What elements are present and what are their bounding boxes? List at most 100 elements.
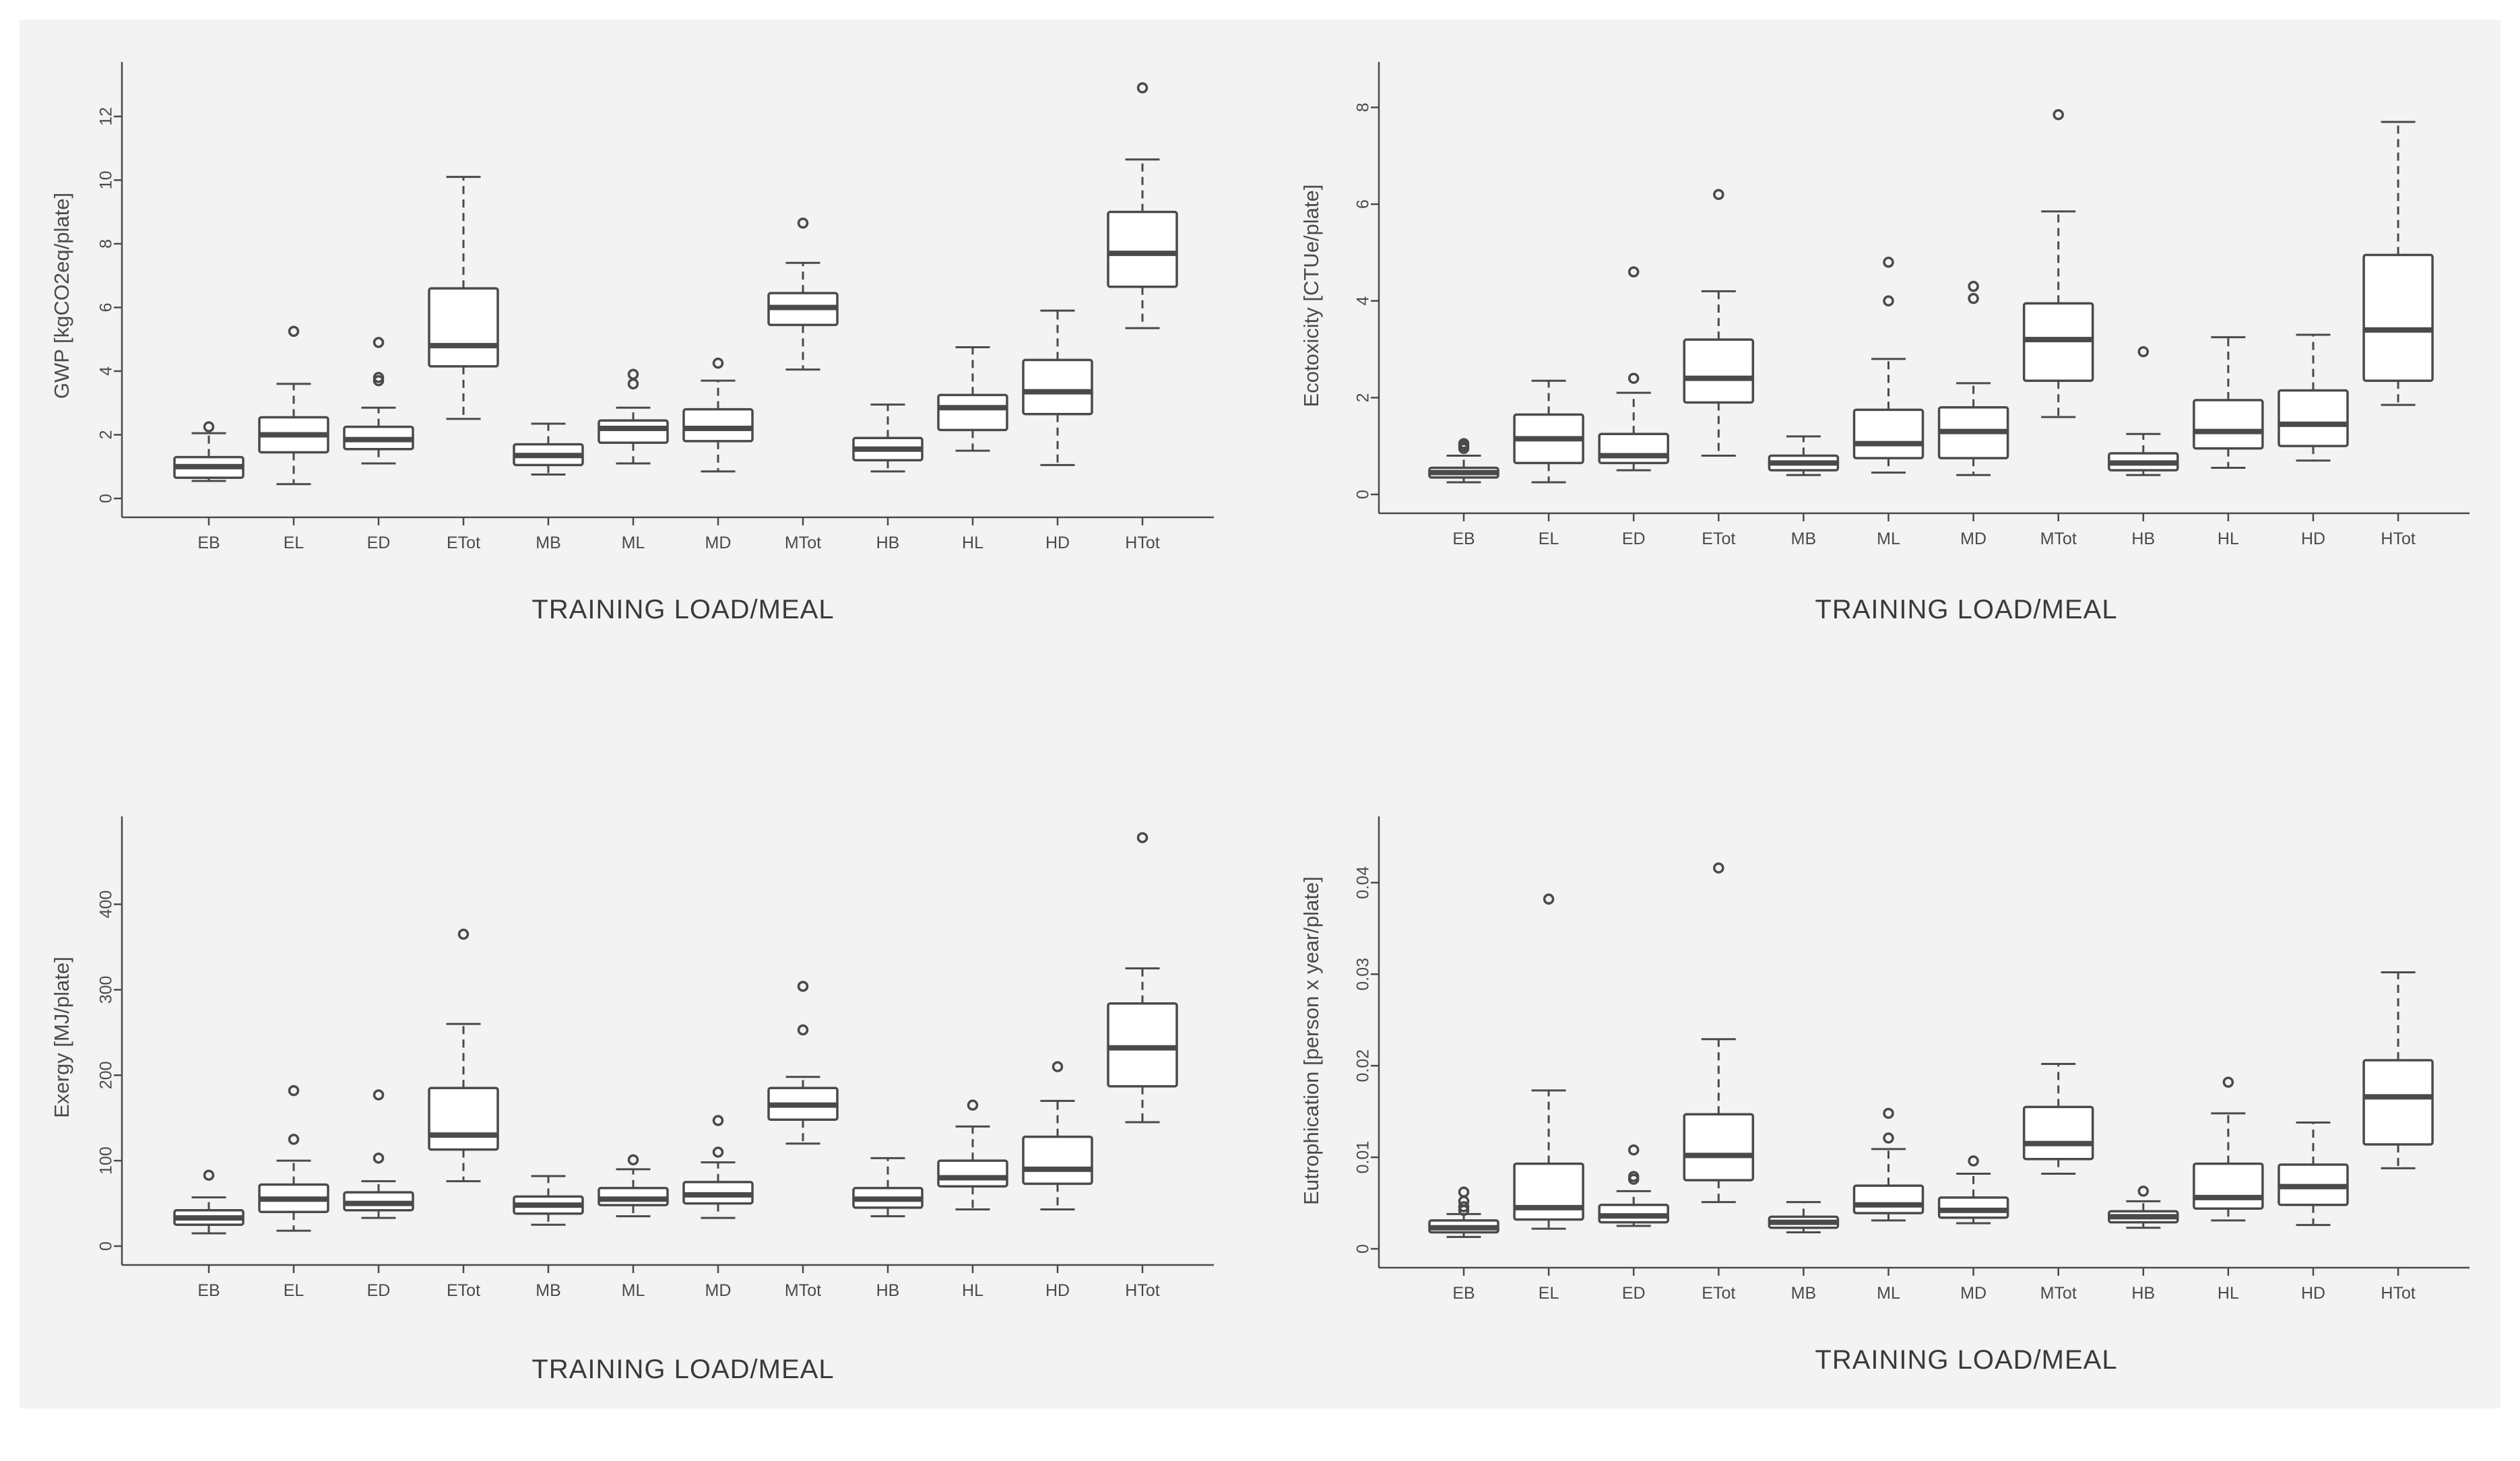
- iqr-box: [937, 1159, 1008, 1188]
- outlier-point: [288, 1134, 300, 1145]
- y-tick-label: 0.02: [1354, 1049, 1373, 1082]
- box-ETot: ETot: [1683, 189, 1755, 548]
- iqr-box: [2193, 399, 2264, 450]
- x-tick-label: HL: [2218, 529, 2239, 548]
- box-HL: HL: [937, 346, 1008, 552]
- x-tick-label: EB: [197, 533, 220, 552]
- x-tick-label: EB: [1452, 1284, 1475, 1303]
- outlier-point: [1543, 893, 1555, 905]
- box-HB: HB: [852, 1157, 924, 1300]
- y-tick-label: 12: [97, 107, 116, 126]
- outlier-point: [373, 337, 385, 348]
- y-tick-label: 0.03: [1354, 958, 1373, 991]
- iqr-box: [937, 393, 1008, 432]
- box-HD: HD: [1022, 309, 1093, 552]
- outlier-point: [1883, 1132, 1894, 1144]
- box-MB: MB: [513, 1175, 584, 1300]
- outlier-point: [1136, 832, 1149, 843]
- iqr-box: [1107, 1002, 1178, 1088]
- x-tick-label: ML: [1877, 529, 1900, 548]
- outlier-point: [1627, 372, 1640, 384]
- iqr-box: [2362, 253, 2434, 382]
- y-tick-label: 0.01: [1354, 1141, 1373, 1174]
- box-ML: ML: [597, 1154, 669, 1300]
- x-tick-label: ML: [622, 533, 645, 552]
- box-EL: EL: [1513, 893, 1584, 1303]
- box-MD: MD: [682, 357, 754, 552]
- x-tick-label: HTot: [2381, 1284, 2415, 1303]
- boxplot-ecotoxicity: 0 2 4 6 8 EB EL ED ETot MB ML MD MTot HB HL HD HTot: [1354, 62, 2470, 548]
- outlier-point: [712, 1146, 724, 1158]
- y-tick-label: 4: [1354, 296, 1373, 306]
- x-tick-label: MB: [1791, 529, 1817, 548]
- x-tick-label: MTot: [785, 533, 821, 552]
- iqr-box: [1683, 338, 1755, 404]
- x-tick-label: ED: [1622, 529, 1646, 548]
- box-HTot: HTot: [2362, 121, 2434, 548]
- x-tick-label: HD: [1045, 1281, 1070, 1300]
- x-tick-label: MB: [1791, 1284, 1817, 1303]
- outlier-point: [1627, 266, 1640, 278]
- figure-canvas: GWP [kgCO2eq/plate] 0 2 4 6 8 10 12 EB EL ED ETot M…: [20, 20, 2500, 1408]
- iqr-box: [1852, 1184, 1925, 1214]
- x-tick-label: MTot: [2040, 1284, 2077, 1303]
- box-ED: ED: [343, 1089, 414, 1300]
- x-tick-label: MD: [705, 533, 732, 552]
- x-tick-label: ETot: [447, 533, 480, 552]
- box-HB: HB: [2108, 346, 2179, 548]
- y-tick-label: 4: [97, 366, 116, 376]
- x-tick-label: HD: [1045, 533, 1070, 552]
- outlier-point: [203, 421, 215, 432]
- box-HB: HB: [2108, 1186, 2179, 1303]
- boxplot-exergy: 0 100 200 300 400 EB EL ED ETot MB ML MD MTot HB HL HD H…: [97, 816, 1214, 1300]
- outlier-point: [288, 325, 300, 337]
- iqr-box: [1022, 1135, 1093, 1186]
- y-tick-label: 2: [1354, 393, 1373, 402]
- outlier-point: [1883, 295, 1894, 306]
- outlier-point: [1713, 189, 1724, 200]
- outlier-point: [373, 1089, 385, 1101]
- y-tick-label: 0: [1354, 490, 1373, 499]
- y-tick-label: 8: [1354, 103, 1373, 112]
- outlier-point: [797, 1024, 809, 1036]
- outlier-point: [627, 368, 639, 380]
- panel-gwp: GWP [kgCO2eq/plate] 0 2 4 6 8 10 12 EB EL ED ETot M…: [20, 20, 1259, 713]
- x-tick-label: MB: [536, 1281, 561, 1300]
- box-MD: MD: [682, 1115, 754, 1300]
- box-MB: MB: [1768, 1201, 1840, 1303]
- outlier-point: [797, 981, 809, 992]
- y-tick-label: 0: [97, 1241, 116, 1251]
- iqr-box: [1598, 432, 1669, 465]
- box-ED: ED: [1598, 1144, 1669, 1303]
- iqr-box: [1107, 210, 1178, 288]
- panel-ecotoxicity: Ecotoxicity [CTUe/plate] 0 2 4 6 8 EB EL ED ETot…: [1259, 20, 2498, 713]
- x-tick-label: HB: [2131, 1284, 2155, 1303]
- iqr-box: [1683, 1113, 1755, 1181]
- y-tick-label: 8: [97, 239, 116, 249]
- x-tick-label: HB: [876, 533, 900, 552]
- x-tick-label: HTot: [1125, 533, 1159, 552]
- x-tick-label: HD: [2301, 1284, 2325, 1303]
- box-EB: EB: [1428, 438, 1499, 548]
- x-tick-label: EL: [284, 533, 304, 552]
- x-tick-label: HB: [2131, 529, 2155, 548]
- box-HD: HD: [2277, 333, 2349, 548]
- box-HB: HB: [852, 403, 924, 552]
- box-MB: MB: [513, 422, 584, 552]
- x-tick-label: HL: [962, 533, 983, 552]
- box-EB: EB: [1428, 1186, 1499, 1303]
- x-tick-label: HTot: [1125, 1281, 1159, 1300]
- outlier-point: [627, 378, 639, 390]
- x-axis-title: TRAINING LOAD/MEAL: [531, 1355, 835, 1384]
- box-HD: HD: [1022, 1061, 1093, 1300]
- box-EB: EB: [173, 1169, 245, 1300]
- box-EB: EB: [173, 421, 245, 552]
- x-tick-label: ML: [1877, 1284, 1900, 1303]
- outlier-point: [2137, 346, 2150, 358]
- x-tick-label: MD: [705, 1281, 732, 1300]
- outlier-point: [1458, 1186, 1470, 1198]
- y-tick-label: 300: [97, 976, 116, 1004]
- box-HL: HL: [937, 1099, 1008, 1300]
- y-tick-label: 0: [97, 494, 116, 503]
- box-HL: HL: [2193, 336, 2264, 548]
